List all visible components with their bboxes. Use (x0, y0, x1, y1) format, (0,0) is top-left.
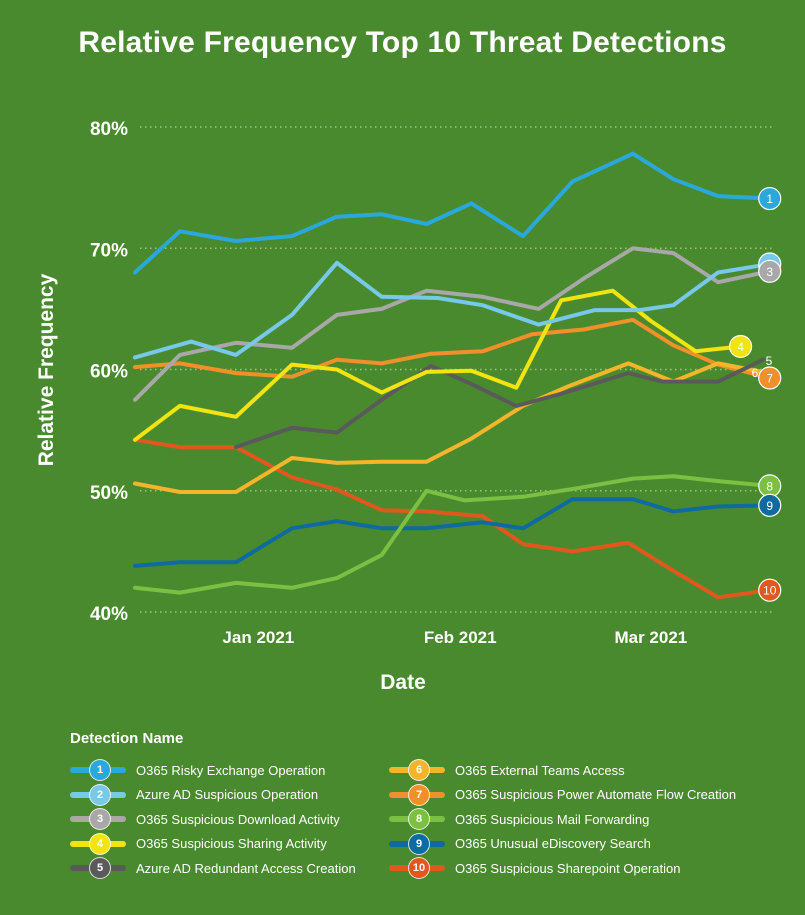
series-end-label: 10 (763, 584, 777, 598)
marker-circle (758, 493, 782, 517)
legend-swatch: 5 (70, 856, 126, 880)
legend-label: O365 External Teams Access (455, 762, 625, 778)
x-axis-label: Date (380, 671, 426, 694)
legend-title: Detection Name (70, 730, 184, 747)
x-tick-label: Mar 2021 (614, 628, 687, 647)
legend-rank-badge: 7 (408, 783, 430, 806)
series-end-label: 6 (752, 366, 759, 380)
x-tick-label: Feb 2021 (424, 628, 497, 647)
y-axis-label: Relative Frequency (35, 273, 58, 466)
series-lines (133, 151, 772, 600)
legend-item-5: 5 Azure AD Redundant Access Creation (70, 856, 356, 881)
legend-rank-badge: 9 (408, 832, 430, 855)
legend-item-10: 10 O365 Suspicious Sharepoint Operation (389, 856, 736, 881)
marker-circle (758, 366, 782, 390)
series-end-marker-10: 10 (758, 578, 782, 602)
marker-circle (758, 578, 782, 602)
series-line-2 (133, 260, 772, 360)
legend-swatch: 2 (70, 783, 126, 807)
legend-label: Azure AD Suspicious Operation (136, 787, 319, 803)
series-line-5 (233, 357, 765, 450)
legend-rank-badge: 2 (89, 783, 111, 806)
legend-rank-badge: 3 (89, 808, 111, 831)
y-tick-label: 50% (90, 483, 128, 504)
series-end-label: 3 (766, 265, 773, 279)
legend-swatch: 1 (70, 758, 126, 782)
legend-rank-badge: 4 (89, 832, 111, 855)
legend-swatch: 4 (70, 832, 126, 856)
grid-lines (140, 126, 775, 613)
legend-item-2: 2 Azure AD Suspicious Operation (70, 783, 356, 808)
legend-swatch: 7 (389, 783, 445, 807)
series-line-6 (133, 361, 765, 494)
series-end-marker-8: 8 (758, 474, 782, 498)
y-axis-ticks: 40% 50% 60% 70% 80% (90, 119, 128, 625)
legend-swatch: 6 (389, 758, 445, 782)
legend-item-4: 4 O365 Suspicious Sharing Activity (70, 832, 356, 857)
legend-label: O365 Suspicious Sharing Activity (136, 836, 327, 852)
legend-rank-badge: 10 (408, 857, 430, 880)
series-end-marker-6: 6 (752, 366, 759, 380)
series-end-marker-4: 4 (728, 334, 753, 359)
chart-title: Relative Frequency Top 10 Threat Detecti… (78, 26, 727, 59)
legend-rank-badge: 5 (89, 857, 111, 880)
legend-label: O365 Suspicious Download Activity (136, 811, 340, 827)
y-tick-label: 40% (90, 604, 128, 625)
series-line-9 (133, 497, 772, 568)
series-end-marker-7: 7 (758, 366, 782, 390)
series-end-markers: 12345678910 (728, 186, 782, 602)
legend-label: O365 Unusual eDiscovery Search (455, 836, 651, 852)
series-end-label: 9 (766, 499, 773, 513)
legend-label: O365 Suspicious Sharepoint Operation (455, 860, 681, 876)
legend-label: O365 Suspicious Mail Forwarding (455, 811, 650, 827)
series-line-3 (133, 246, 772, 402)
legend-item-1: 1 O365 Risky Exchange Operation (70, 758, 356, 783)
series-end-marker-3: 3 (758, 259, 782, 283)
series-end-marker-1: 1 (758, 186, 782, 211)
series-line-10 (133, 437, 772, 600)
legend-item-8: 8 O365 Suspicious Mail Forwarding (389, 807, 736, 832)
legend-rank-badge: 8 (408, 808, 430, 831)
legend-rank-badge: 1 (89, 759, 111, 782)
legend-label: O365 Risky Exchange Operation (136, 762, 326, 778)
y-tick-label: 70% (90, 240, 128, 261)
legend-item-3: 3 O365 Suspicious Download Activity (70, 807, 356, 832)
legend-item-9: 9 O365 Unusual eDiscovery Search (389, 832, 736, 857)
series-line-7 (133, 317, 772, 380)
x-axis-ticks: Jan 2021 Feb 2021 Mar 2021 (222, 628, 687, 647)
legend-rank-badge: 6 (408, 759, 430, 782)
legend-item-6: 6 O365 External Teams Access (389, 758, 736, 783)
x-tick-label: Jan 2021 (222, 628, 294, 647)
series-end-label: 7 (766, 371, 773, 385)
legend-column-left: 1 O365 Risky Exchange Operation 2 Azure AD … (70, 758, 356, 881)
marker-circle (728, 334, 753, 359)
series-line-1 (133, 151, 772, 275)
series-end-label: 4 (737, 340, 744, 354)
legend-label: Azure AD Redundant Access Creation (136, 860, 356, 876)
series-end-label: 5 (766, 354, 773, 368)
legend-column-right: 6 O365 External Teams Access 7 O365 Suspici… (389, 758, 736, 881)
legend-item-7: 7 O365 Suspicious Power Automate Flow Cre… (389, 783, 736, 808)
series-line-4 (133, 288, 743, 442)
legend-label: O365 Suspicious Power Automate Flow Crea… (455, 787, 737, 803)
y-tick-label: 60% (90, 362, 128, 383)
legend-swatch: 9 (389, 832, 445, 856)
legend-swatch: 3 (70, 807, 126, 831)
marker-circle (758, 259, 782, 283)
y-tick-label: 80% (90, 119, 128, 140)
legend-swatch: 10 (389, 856, 445, 880)
series-end-label: 8 (766, 479, 773, 493)
series-line-8 (133, 474, 772, 595)
series-end-marker-5: 5 (766, 354, 773, 368)
series-end-label: 1 (766, 192, 773, 206)
marker-circle (758, 186, 782, 211)
legend-swatch: 8 (389, 807, 445, 831)
series-end-marker-9: 9 (758, 493, 782, 517)
